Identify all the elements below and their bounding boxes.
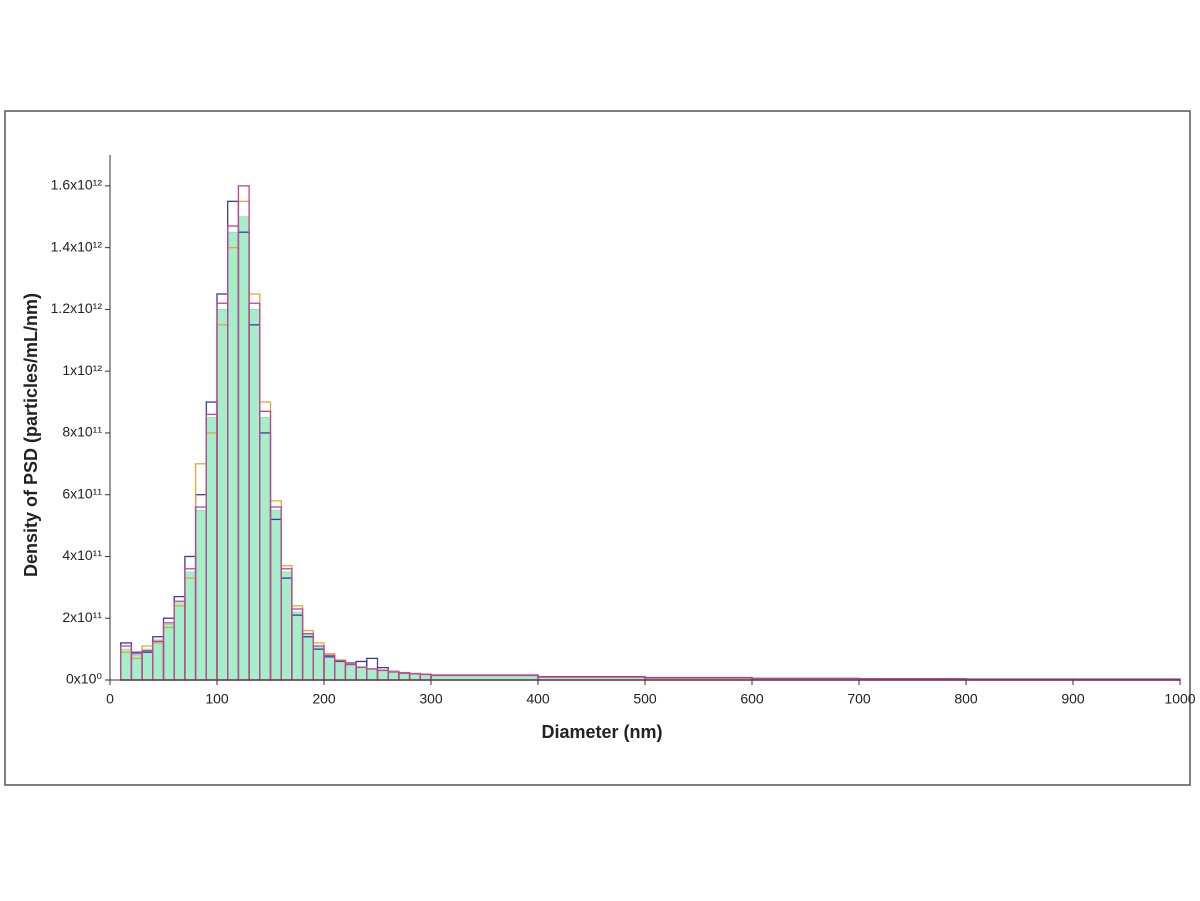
histogram-bar: [205, 417, 218, 681]
histogram-bar: [237, 216, 250, 681]
histogram-bar: [120, 648, 132, 681]
histogram-bar: [248, 309, 261, 681]
x-tick-label: 800: [954, 691, 978, 707]
y-tick-label: 1.2x10¹²: [51, 300, 103, 316]
histogram-bar: [366, 668, 378, 681]
histogram-bar: [291, 611, 303, 681]
histogram-bar: [216, 309, 229, 681]
x-tick-label: 300: [419, 691, 443, 707]
x-tick-label: 500: [633, 691, 657, 707]
histogram-bar: [152, 639, 164, 681]
histogram-bar: [227, 231, 239, 681]
y-tick-label: 1.4x10¹²: [51, 238, 103, 254]
histogram-bar: [302, 633, 314, 681]
y-tick-label: 2x10¹¹: [62, 609, 102, 625]
histogram-bar: [419, 674, 432, 681]
x-tick-label: 100: [205, 691, 229, 707]
x-tick-label: 200: [312, 691, 336, 707]
y-tick-label: 1.6x10¹²: [51, 177, 103, 193]
y-tick-label: 8x10¹¹: [62, 424, 102, 440]
histogram-bar: [184, 571, 196, 681]
histogram-bar: [334, 661, 346, 681]
x-tick-label: 600: [740, 691, 764, 707]
x-tick-label: 0: [106, 691, 114, 707]
frame: [4, 110, 1191, 786]
histogram-bar: [141, 648, 154, 681]
histogram-bar: [259, 417, 271, 681]
histogram-bar: [323, 654, 336, 681]
y-tick-label: 1x10¹²: [62, 362, 102, 378]
histogram-bar: [280, 571, 293, 681]
histogram-bar: [377, 670, 389, 681]
x-tick-label: 400: [526, 691, 550, 707]
histogram-bar: [409, 673, 421, 681]
histogram-bar: [312, 645, 325, 681]
histogram-bar: [173, 602, 186, 681]
histogram-bar: [195, 509, 207, 681]
y-tick-label: 6x10¹¹: [62, 485, 102, 501]
histogram-bar: [163, 624, 175, 681]
x-tick-label: 900: [1061, 691, 1085, 707]
y-tick-label: 0x10⁰: [66, 671, 102, 687]
histogram-bar: [270, 509, 282, 681]
y-axis-title: Density of PSD (particles/mL/nm): [21, 293, 41, 577]
histogram-bar: [344, 664, 357, 681]
x-tick-label: 700: [847, 691, 871, 707]
histogram-bar: [387, 671, 400, 681]
histogram-bar: [355, 667, 368, 681]
histogram-bar: [398, 672, 410, 681]
x-tick-label: 1000: [1164, 691, 1195, 707]
x-axis-title: Diameter (nm): [541, 722, 662, 742]
y-tick-label: 4x10¹¹: [62, 547, 102, 563]
